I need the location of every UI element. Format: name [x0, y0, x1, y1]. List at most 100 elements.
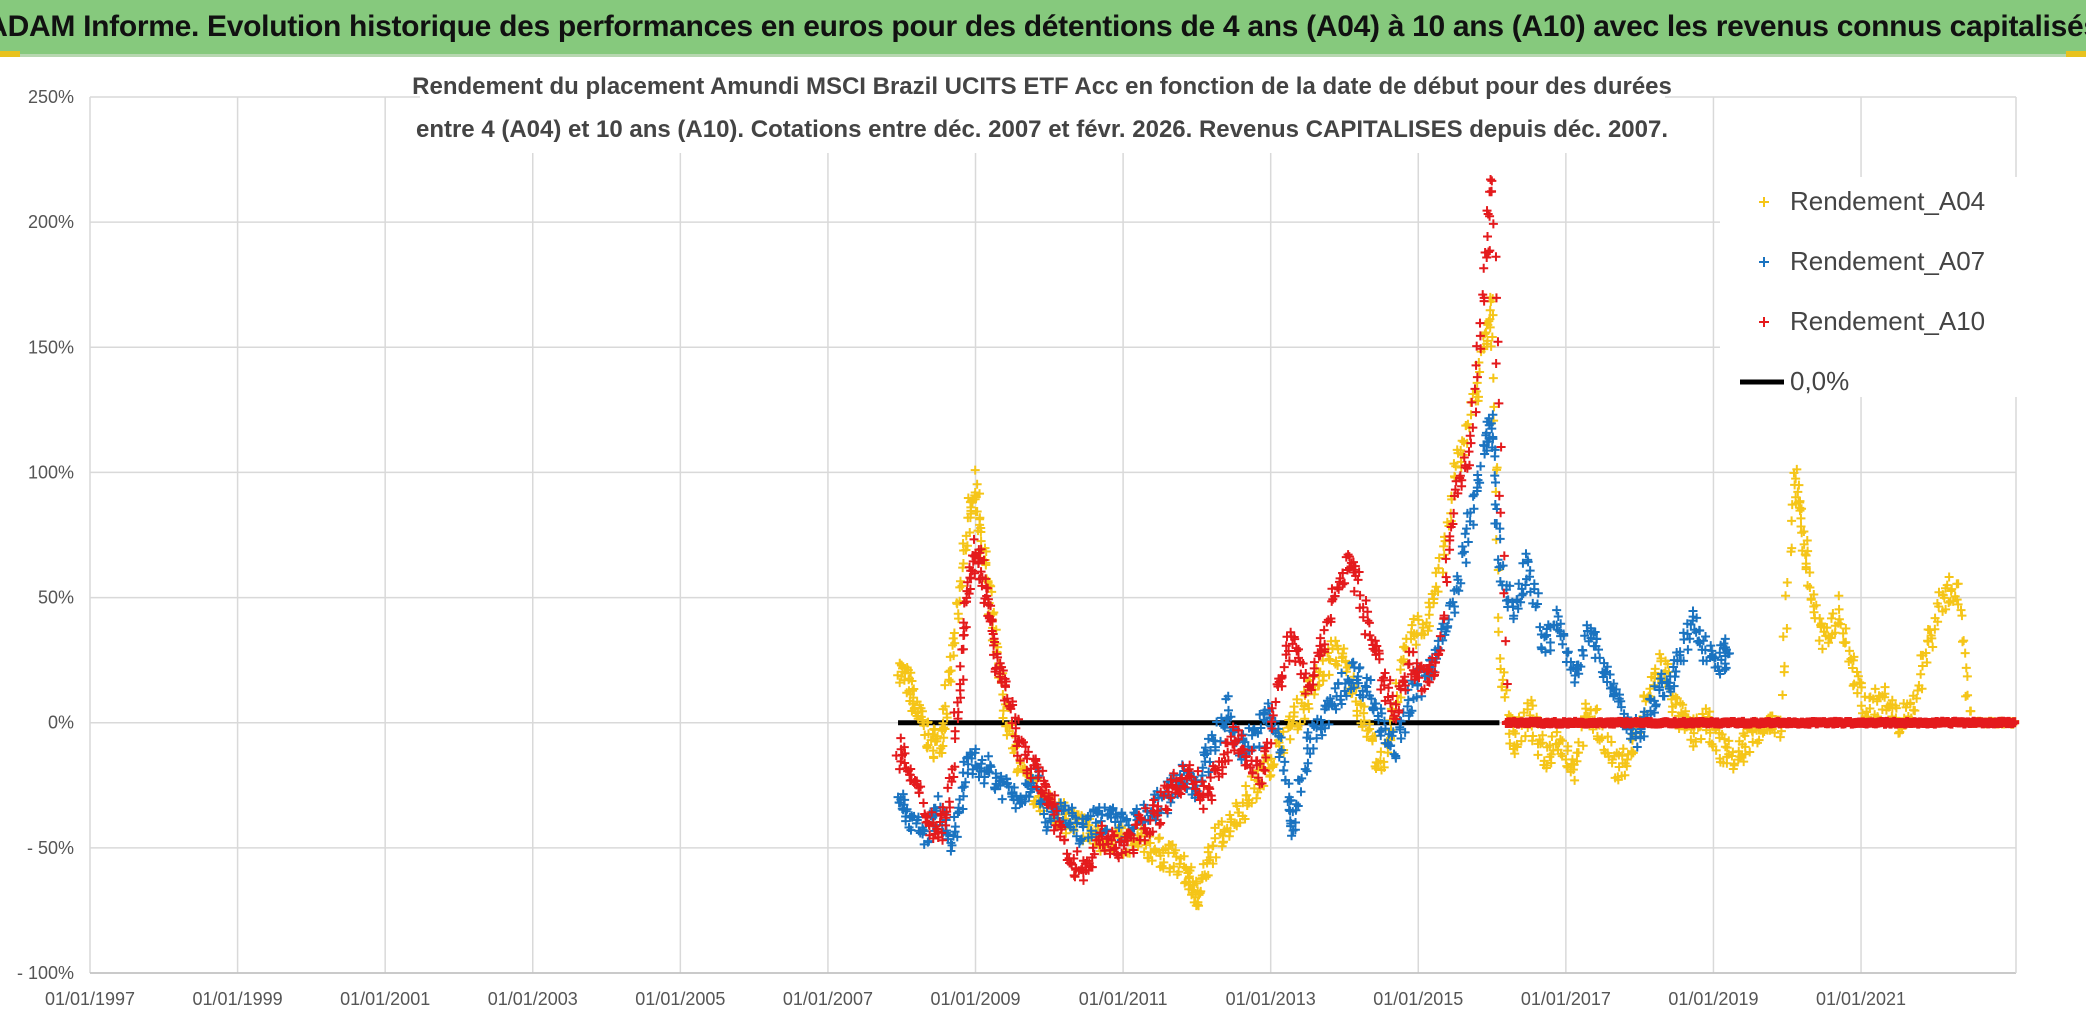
- data-point: [1320, 639, 1330, 649]
- data-point: [1046, 816, 1056, 826]
- data-point: [1701, 632, 1711, 642]
- data-point: [1362, 682, 1372, 692]
- data-point: [1849, 652, 1859, 662]
- data-point: [1351, 697, 1361, 707]
- data-point: [1198, 763, 1208, 773]
- data-point: [1445, 535, 1455, 545]
- data-point: [1912, 693, 1922, 703]
- data-point: [1464, 460, 1474, 470]
- data-point: [1516, 597, 1526, 607]
- data-point: [1396, 734, 1406, 744]
- data-point: [928, 730, 938, 740]
- data-point: [1441, 626, 1451, 636]
- data-point: [1796, 513, 1806, 523]
- data-point: [1476, 461, 1486, 471]
- data-point: [1219, 837, 1229, 847]
- data-point: [1759, 257, 1769, 267]
- data-point: [905, 770, 915, 780]
- data-point: [1602, 662, 1612, 672]
- data-point: [942, 709, 952, 719]
- data-point: [1360, 681, 1370, 691]
- data-point: [1841, 637, 1851, 647]
- chart-frame: 250% 200% 150% 100% 50% 0% - 50% - 100% 01/01/19…: [0, 57, 2086, 1031]
- data-point: [1134, 810, 1144, 820]
- data-point: [1468, 491, 1478, 501]
- data-point: [1435, 631, 1445, 641]
- data-point: [1186, 862, 1196, 872]
- data-point: [1371, 699, 1381, 709]
- data-point: [1441, 554, 1451, 564]
- data-point: [1389, 749, 1399, 759]
- data-point: [1654, 685, 1664, 695]
- data-point: [1344, 552, 1354, 562]
- data-point: [1217, 817, 1227, 827]
- data-point: [1368, 705, 1378, 715]
- legend-label: 0,0%: [1790, 366, 1849, 396]
- data-point: [1942, 580, 1952, 590]
- data-point: [975, 489, 985, 499]
- data-point: [1880, 689, 1890, 699]
- data-point: [986, 601, 996, 611]
- data-point: [1431, 582, 1441, 592]
- data-point: [1413, 679, 1423, 689]
- data-point: [1301, 689, 1311, 699]
- data-point: [1502, 679, 1512, 689]
- data-point: [1559, 631, 1569, 641]
- x-tick-label: 01/01/2019: [1668, 989, 1758, 1009]
- data-point: [1016, 792, 1026, 802]
- data-point: [1010, 731, 1020, 741]
- data-point: [1645, 694, 1655, 704]
- data-point: [1433, 587, 1443, 597]
- legend-label: Rendement_A07: [1790, 246, 1985, 276]
- x-tick-label: 01/01/2017: [1521, 989, 1611, 1009]
- data-point: [1400, 672, 1410, 682]
- data-point: [1488, 310, 1498, 320]
- data-point: [1425, 660, 1435, 670]
- data-point: [1679, 656, 1689, 666]
- data-point: [1483, 232, 1493, 242]
- data-point: [1493, 337, 1503, 347]
- data-point: [1424, 677, 1434, 687]
- data-point: [1277, 681, 1287, 691]
- data-point: [1278, 727, 1288, 737]
- data-point: [918, 715, 928, 725]
- data-point: [1449, 602, 1459, 612]
- data-point: [1488, 219, 1498, 229]
- data-point: [1439, 613, 1449, 623]
- data-point: [927, 807, 937, 817]
- data-point: [1834, 614, 1844, 624]
- data-point: [967, 753, 977, 763]
- data-point: [1147, 856, 1157, 866]
- data-point: [1355, 590, 1365, 600]
- data-point: [1795, 506, 1805, 516]
- data-point: [1360, 629, 1370, 639]
- data-point: [1841, 624, 1851, 634]
- data-point: [1698, 709, 1708, 719]
- data-point: [1156, 818, 1166, 828]
- data-point: [1411, 640, 1421, 650]
- data-point: [1603, 732, 1613, 742]
- data-point: [1089, 849, 1099, 859]
- data-point: [1518, 558, 1528, 568]
- data-point: [1366, 694, 1376, 704]
- data-point: [1276, 732, 1286, 742]
- data-point: [972, 479, 982, 489]
- data-point: [950, 822, 960, 832]
- data-point: [1490, 451, 1500, 461]
- data-point: [1459, 453, 1469, 463]
- data-point: [1533, 750, 1543, 760]
- data-point: [1312, 723, 1322, 733]
- data-point: [1671, 692, 1681, 702]
- data-point: [1557, 736, 1567, 746]
- data-point: [1601, 667, 1611, 677]
- data-point: [1463, 537, 1473, 547]
- data-point: [1399, 654, 1409, 664]
- data-point: [1451, 461, 1461, 471]
- data-point: [1312, 733, 1322, 743]
- data-point: [958, 791, 968, 801]
- data-point: [1388, 727, 1398, 737]
- data-point: [1185, 760, 1195, 770]
- data-point: [1210, 833, 1220, 843]
- data-point: [944, 675, 954, 685]
- data-point: [1267, 703, 1277, 713]
